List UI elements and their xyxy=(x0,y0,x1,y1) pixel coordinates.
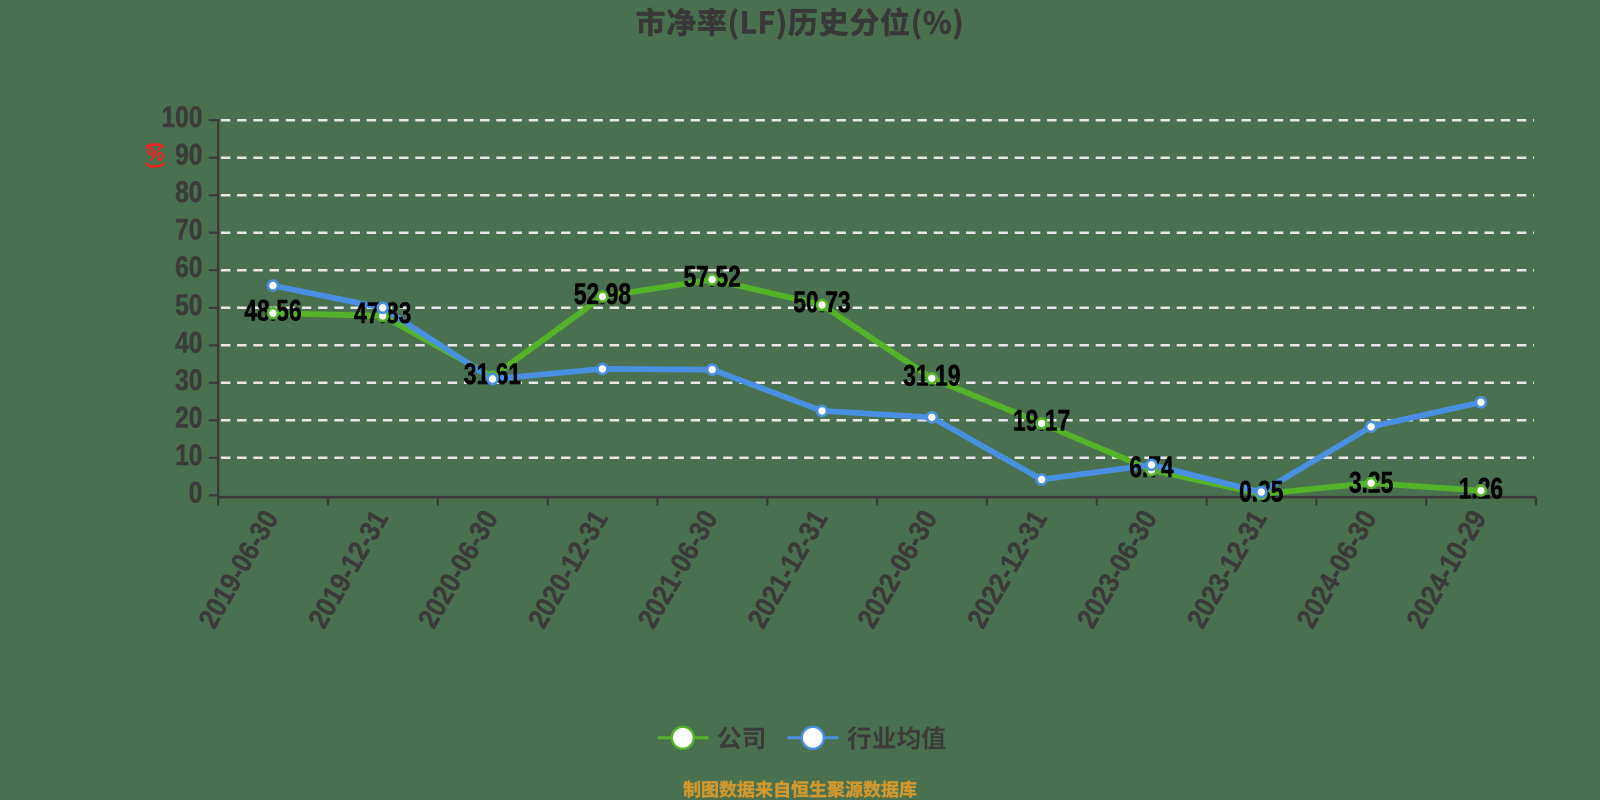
svg-text:100: 100 xyxy=(162,101,203,134)
svg-text:50: 50 xyxy=(175,289,202,322)
svg-text:2024-10-29: 2024-10-29 xyxy=(1401,505,1494,634)
svg-text:30: 30 xyxy=(175,364,202,397)
svg-text:10: 10 xyxy=(175,439,202,472)
svg-text:2021-06-30: 2021-06-30 xyxy=(632,505,725,634)
svg-text:2023-12-31: 2023-12-31 xyxy=(1181,505,1274,634)
svg-text:2020-12-31: 2020-12-31 xyxy=(522,505,615,634)
svg-text:48.56: 48.56 xyxy=(244,294,301,327)
svg-text:90: 90 xyxy=(175,139,202,172)
svg-text:2021-12-31: 2021-12-31 xyxy=(742,505,835,634)
svg-text:80: 80 xyxy=(175,176,202,209)
svg-text:): ) xyxy=(145,162,167,169)
svg-text:2024-06-30: 2024-06-30 xyxy=(1291,505,1384,634)
svg-text:(: ( xyxy=(145,142,167,149)
svg-text:2023-06-30: 2023-06-30 xyxy=(1071,505,1164,634)
svg-text:40: 40 xyxy=(175,326,202,359)
svg-text:20: 20 xyxy=(175,401,202,434)
svg-text:60: 60 xyxy=(175,251,202,284)
svg-text:%: % xyxy=(147,144,165,166)
svg-text:0: 0 xyxy=(189,476,203,509)
svg-text:2019-06-30: 2019-06-30 xyxy=(193,505,286,634)
svg-text:2019-12-31: 2019-12-31 xyxy=(302,505,395,634)
svg-text:2022-06-30: 2022-06-30 xyxy=(851,505,944,634)
svg-text:70: 70 xyxy=(175,214,202,247)
svg-text:2020-06-30: 2020-06-30 xyxy=(412,505,505,634)
svg-text:2022-12-31: 2022-12-31 xyxy=(961,505,1054,634)
